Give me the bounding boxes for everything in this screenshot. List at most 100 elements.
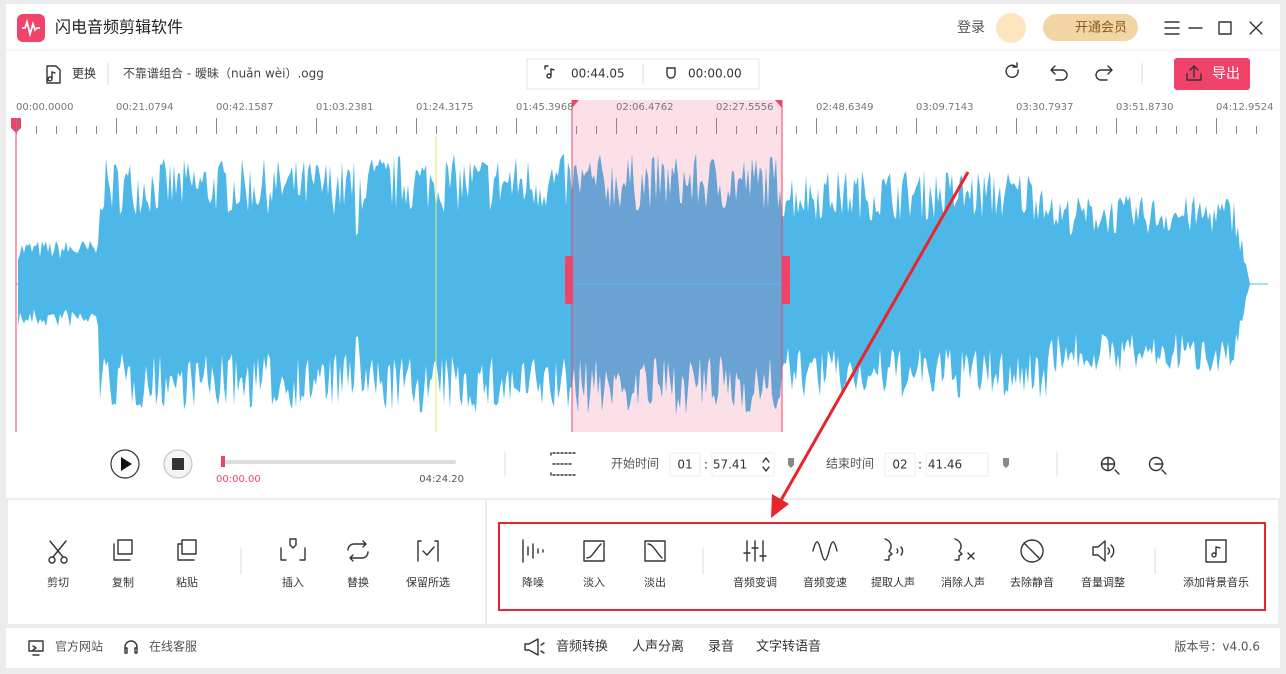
timeline-label: 01:03.2381 <box>316 102 373 113</box>
timeline-label: 03:09.7143 <box>916 102 973 113</box>
tool-icon[interactable] <box>812 541 838 561</box>
footer-feature[interactable]: 人声分离 <box>632 639 684 655</box>
vip-button[interactable] <box>1043 14 1138 41</box>
tool-icon[interactable] <box>1092 540 1115 562</box>
spinners[interactable] <box>762 457 987 472</box>
service-icon[interactable] <box>124 640 138 654</box>
avatar[interactable] <box>996 13 1026 43</box>
tool-icon[interactable] <box>1020 539 1044 563</box>
timeline-label: 01:45.3968 <box>516 102 573 113</box>
zoom-icons[interactable] <box>1101 457 1167 475</box>
effects-panel <box>487 500 1278 624</box>
tool-icon[interactable] <box>1205 539 1227 563</box>
left-handle[interactable] <box>565 256 573 304</box>
timeline-label: 03:30.7937 <box>1016 102 1073 113</box>
tool-icon[interactable] <box>347 540 369 562</box>
progress-knob[interactable] <box>221 456 225 467</box>
highlight-box <box>498 522 1266 611</box>
tool-label[interactable]: 剪切 <box>47 575 69 589</box>
tool-label[interactable]: 音频变速 <box>803 575 847 589</box>
tool-icons <box>48 538 1227 564</box>
tool-icon[interactable] <box>417 540 439 562</box>
waveform <box>16 154 1268 415</box>
play-icon <box>121 457 132 471</box>
stop-icon <box>172 458 184 470</box>
input-box[interactable] <box>669 452 701 477</box>
timeline-label: 00:42.1587 <box>216 102 273 113</box>
edit-panel <box>8 500 485 624</box>
footer-feature[interactable]: 文字转语音 <box>756 639 821 655</box>
total-time: 04:24.20 <box>419 474 464 485</box>
input-box[interactable] <box>884 452 916 477</box>
change-file[interactable]: 更换 <box>72 67 96 81</box>
website-icon[interactable] <box>28 640 44 656</box>
input-box[interactable] <box>925 452 989 477</box>
tool-icon[interactable] <box>954 538 975 561</box>
tool-icon[interactable] <box>177 539 197 561</box>
timeline-label: 02:06.4762 <box>616 102 673 113</box>
tool-label[interactable]: 音量调整 <box>1081 575 1125 589</box>
timeline-label: 01:24.3175 <box>416 102 473 113</box>
export-label[interactable]: 导出 <box>1212 66 1240 82</box>
footer-feature[interactable]: 音频转换 <box>556 639 608 655</box>
progress-bar[interactable] <box>222 460 456 464</box>
timeline-label: 04:12.9524 <box>1216 102 1273 113</box>
tool-label[interactable]: 复制 <box>112 575 134 589</box>
footer-link[interactable]: 在线客服 <box>149 639 197 654</box>
app-title: 闪电音频剪辑软件 <box>55 18 183 37</box>
end-seconds: 41.46 <box>928 458 962 472</box>
footer-feature[interactable]: 录音 <box>708 639 734 655</box>
tool-label[interactable]: 去除静音 <box>1010 575 1054 589</box>
end-minutes: 02 <box>892 458 907 472</box>
undo-icon[interactable] <box>1050 65 1068 81</box>
tool-label[interactable]: 提取人声 <box>871 575 915 589</box>
tool-icon[interactable] <box>522 539 544 563</box>
tool-icon[interactable] <box>48 540 68 564</box>
tool-label[interactable]: 替换 <box>347 575 369 589</box>
tool-icon[interactable] <box>743 540 767 562</box>
input-box[interactable] <box>711 452 775 477</box>
selection-duration: 00:44.05 <box>571 67 625 81</box>
timeline-label: 00:00.0000 <box>16 102 73 113</box>
refresh-icon[interactable] <box>1005 62 1019 78</box>
time-icons <box>544 65 676 79</box>
annotation-arrowhead <box>771 494 789 518</box>
select-icon[interactable] <box>550 452 576 476</box>
current-position: 00:00.00 <box>688 67 742 81</box>
file-name: 不靠谱组合 - 暧昧（nuǎn wèi）.ogg <box>123 66 324 81</box>
tool-label[interactable]: 淡入 <box>583 576 605 589</box>
start-seconds: 57.41 <box>713 458 747 472</box>
export-button[interactable] <box>1174 58 1250 90</box>
separator: : <box>704 458 708 472</box>
tool-icon[interactable] <box>644 540 666 562</box>
timeline-label: 00:21.0794 <box>116 102 173 113</box>
vip-label[interactable]: 开通会员 <box>1075 21 1127 36</box>
tool-label[interactable]: 插入 <box>282 575 304 589</box>
tool-label[interactable]: 保留所选 <box>406 575 450 589</box>
separator: : <box>918 458 922 472</box>
tool-icon[interactable] <box>113 539 133 561</box>
tool-label[interactable]: 添加背景音乐 <box>1183 575 1249 589</box>
version: 版本号：v4.0.6 <box>1174 640 1260 654</box>
tool-label[interactable]: 消除人声 <box>941 575 985 589</box>
logo-wave <box>22 18 40 38</box>
right-handle[interactable] <box>782 256 790 304</box>
tool-icon[interactable] <box>583 540 605 562</box>
tool-label[interactable]: 降噪 <box>522 575 544 589</box>
window-controls[interactable] <box>1164 21 1263 35</box>
login-link[interactable]: 登录 <box>957 20 985 36</box>
export-icon <box>1186 65 1202 81</box>
tool-icon[interactable] <box>280 538 306 561</box>
tool-label[interactable]: 淡出 <box>644 575 666 589</box>
tool-icon[interactable] <box>884 538 904 561</box>
redo-icon[interactable] <box>1095 65 1113 81</box>
footer-link[interactable]: 官方网站 <box>55 639 103 654</box>
zoom-out[interactable] <box>1148 456 1164 472</box>
zoom-in[interactable] <box>1100 456 1116 472</box>
tool-label[interactable]: 音频变调 <box>733 575 777 589</box>
tool-label[interactable]: 粘贴 <box>176 575 198 589</box>
start-minutes: 01 <box>677 458 692 472</box>
file-icon[interactable] <box>46 65 61 84</box>
